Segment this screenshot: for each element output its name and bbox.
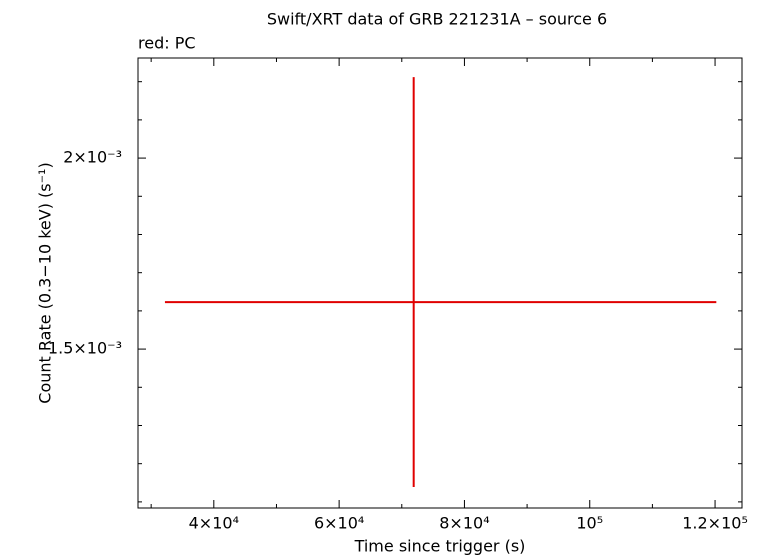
x-tick-label: 8×10⁴: [439, 514, 489, 533]
x-tick-label: 6×10⁴: [314, 514, 364, 533]
y-tick-label: 2×10⁻³: [63, 148, 122, 167]
x-axis-label: Time since trigger (s): [354, 537, 526, 556]
subtitle: red: PC: [138, 34, 196, 53]
chart-title: Swift/XRT data of GRB 221231A – source 6: [267, 10, 607, 29]
x-tick-label: 1.2×10⁵: [682, 514, 748, 533]
x-tick-label: 4×10⁴: [189, 514, 239, 533]
y-axis-label: Count Rate (0.3−10 keV) (s⁻¹): [36, 162, 55, 403]
y-tick-label: 1.5×10⁻³: [48, 339, 122, 358]
plot-frame: [137, 57, 743, 509]
x-tick-label: 10⁵: [576, 514, 603, 533]
